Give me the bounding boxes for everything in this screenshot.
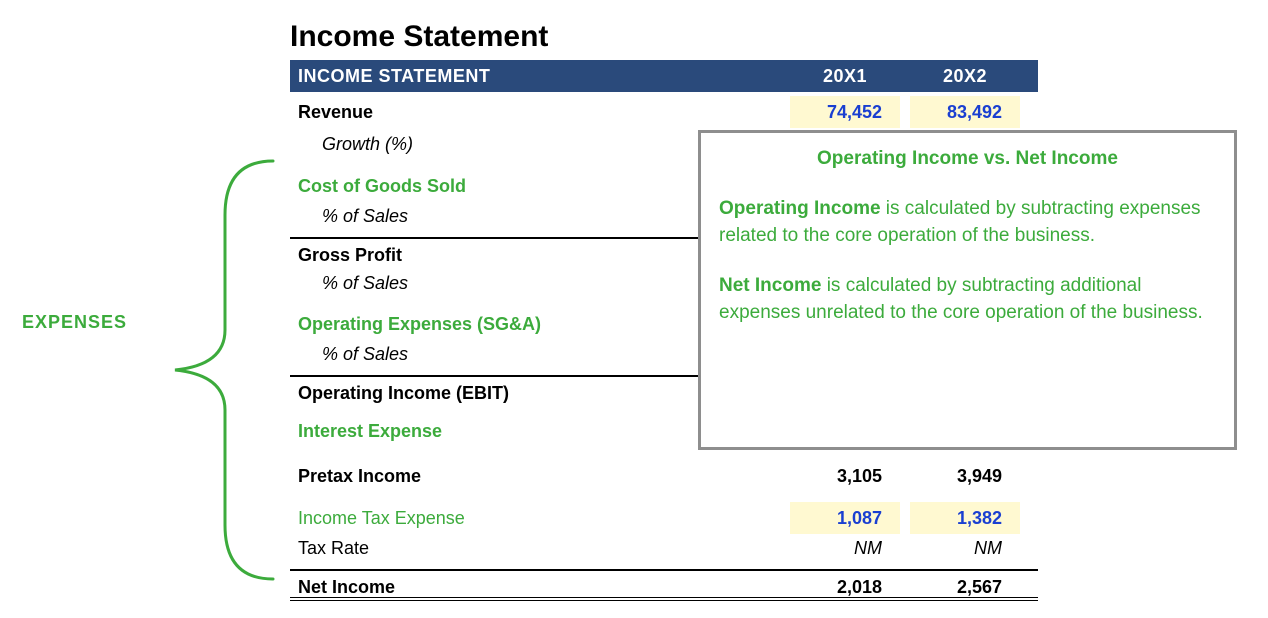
row-pretax: Pretax Income 3,105 3,949: [290, 460, 1038, 492]
row-tax-rate: Tax Rate NM NM: [290, 532, 1038, 564]
callout-net-income-def: Net Income is calculated by subtracting …: [719, 272, 1216, 327]
label-growth: Growth (%): [322, 128, 413, 160]
pretax-y2: 3,949: [910, 460, 1020, 492]
table-header: INCOME STATEMENT 20X1 20X2: [290, 60, 1038, 92]
callout-operating-income-def: Operating Income is calculated by subtra…: [719, 195, 1216, 250]
callout-ni-label: Net Income: [719, 275, 821, 296]
tax-y1: 1,087: [790, 502, 900, 534]
row-net-income: Net Income 2,018 2,567: [290, 569, 1038, 601]
label-revenue: Revenue: [298, 96, 373, 128]
header-label: INCOME STATEMENT: [298, 66, 490, 87]
label-interest: Interest Expense: [298, 415, 442, 447]
header-year-1: 20X1: [790, 60, 900, 92]
income-statement-diagram: Income Statement EXPENSES INCOME STATEME…: [0, 0, 1268, 618]
callout-box: Operating Income vs. Net Income Operatin…: [698, 130, 1237, 450]
revenue-y2: 83,492: [910, 96, 1020, 128]
label-tax: Income Tax Expense: [298, 502, 465, 534]
pretax-y1: 3,105: [790, 460, 900, 492]
tax-rate-y1: NM: [790, 532, 900, 564]
net-income-y2: 2,567: [910, 571, 1020, 603]
header-year-2: 20X2: [910, 60, 1020, 92]
expenses-bracket-icon: [155, 155, 275, 585]
net-income-y1: 2,018: [790, 571, 900, 603]
tax-rate-y2: NM: [910, 532, 1020, 564]
label-ebit: Operating Income (EBIT): [298, 377, 509, 409]
label-net-income: Net Income: [298, 571, 395, 603]
revenue-y1: 74,452: [790, 96, 900, 128]
label-pretax: Pretax Income: [298, 460, 421, 492]
label-opex: Operating Expenses (SG&A): [298, 308, 541, 340]
row-revenue: Revenue 74,452 83,492: [290, 96, 1038, 128]
page-title: Income Statement: [290, 20, 548, 54]
row-tax: Income Tax Expense 1,087 1,382: [290, 502, 1038, 534]
callout-op-label: Operating Income: [719, 198, 881, 219]
label-cogs-pct: % of Sales: [322, 200, 408, 232]
label-opex-pct: % of Sales: [322, 338, 408, 370]
label-gp-pct: % of Sales: [322, 267, 408, 299]
tax-y2: 1,382: [910, 502, 1020, 534]
callout-title: Operating Income vs. Net Income: [719, 145, 1216, 173]
label-cogs: Cost of Goods Sold: [298, 170, 466, 202]
label-tax-rate: Tax Rate: [298, 532, 369, 564]
expenses-annotation-label: EXPENSES: [22, 312, 127, 333]
